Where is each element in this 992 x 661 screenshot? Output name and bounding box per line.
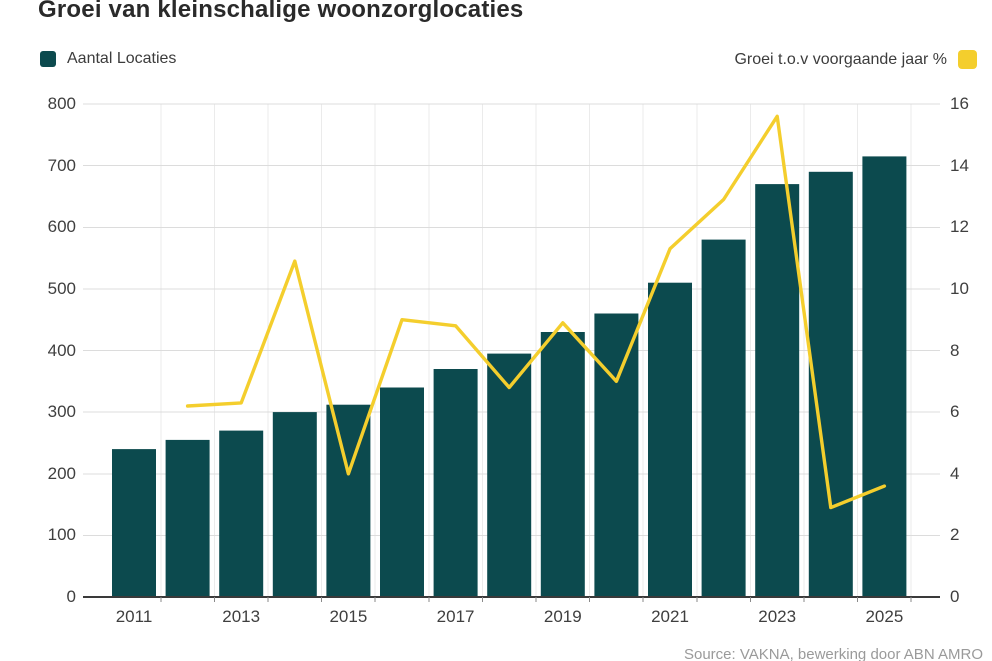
y-axis-label-left: 0 (66, 587, 76, 606)
y-axis-label-right: 2 (950, 525, 960, 545)
y-axis-label-left: 700 (47, 155, 76, 175)
y-axis-label-right: 4 (950, 463, 960, 483)
bar-2019 (540, 332, 585, 597)
y-axis-label-right: 8 (950, 340, 960, 360)
chart-title: Groei van kleinschalige woonzorglocaties (38, 0, 524, 23)
x-axis-label: 2017 (436, 607, 475, 626)
bar-2017 (433, 369, 478, 597)
y-axis-label-right: 0 (950, 587, 960, 606)
bar-2011 (112, 449, 156, 597)
bar-2021 (648, 282, 692, 597)
bar-2012 (165, 439, 210, 597)
y-axis-label-left: 400 (47, 340, 76, 360)
bar-2022 (701, 239, 746, 597)
growth-line (185, 114, 887, 510)
x-axis-label: 2019 (543, 607, 582, 626)
x-axis-label: 2011 (115, 607, 153, 626)
y-axis-label-left: 600 (47, 217, 76, 237)
y-axis-label-right: 10 (950, 278, 969, 298)
x-axis-label: 2015 (329, 607, 368, 626)
line-series-label: Groei t.o.v voorgaande jaar % (734, 50, 947, 68)
y-axis-label-left: 500 (47, 278, 76, 298)
y-axis-label-right: 12 (950, 217, 969, 237)
legend-line: Groei t.o.v voorgaande jaar % (734, 50, 977, 69)
y-axis-label-left: 800 (47, 94, 76, 113)
bar-2018 (487, 353, 532, 597)
bar-series-label: Aantal Locaties (67, 50, 177, 67)
bar-series-swatch-icon (40, 51, 56, 67)
x-axis-label: 2013 (222, 607, 261, 626)
y-axis-label-right: 16 (950, 94, 969, 113)
x-axis-label: 2025 (865, 607, 904, 626)
y-axis-label-right: 14 (950, 155, 969, 175)
bar-2020 (594, 313, 639, 597)
line-series-swatch-icon (958, 50, 977, 69)
bar-2025 (862, 156, 907, 597)
bar-2023 (755, 184, 800, 597)
y-axis-label-left: 200 (47, 463, 76, 483)
bar-2013 (219, 430, 264, 597)
bar-2016 (380, 387, 424, 597)
x-axis-label: 2021 (651, 607, 689, 626)
x-axis-label: 2023 (758, 607, 797, 626)
bar-2014 (272, 412, 317, 597)
source-note: Source: VAKNA, bewerking door ABN AMRO (683, 646, 983, 661)
y-axis-label-left: 100 (47, 525, 76, 545)
legend-bars: Aantal Locaties (40, 50, 176, 68)
bar-2024 (808, 171, 853, 598)
y-axis-label-left: 300 (47, 402, 76, 422)
y-axis-label-right: 6 (950, 402, 960, 422)
